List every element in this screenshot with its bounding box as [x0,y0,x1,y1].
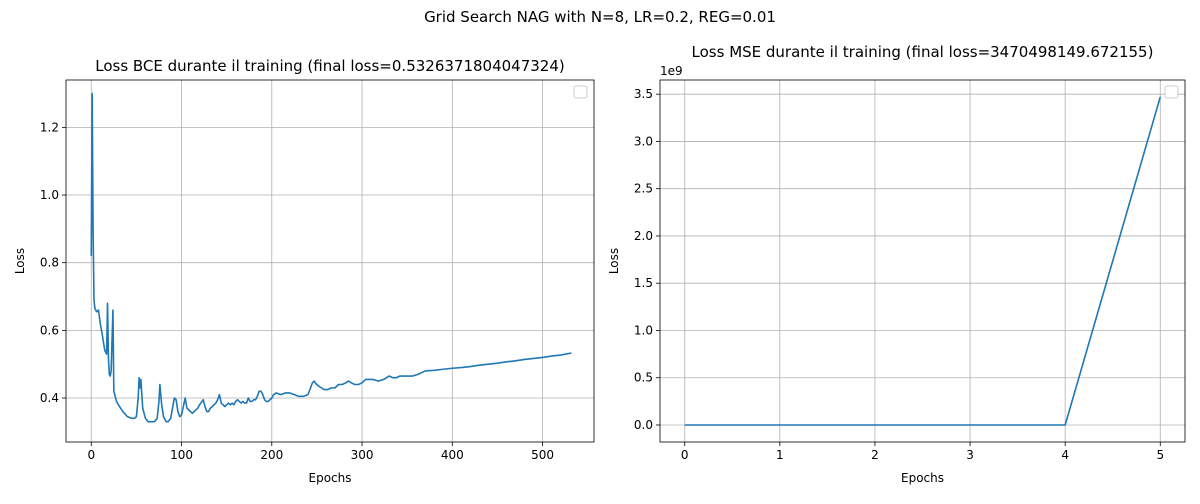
chart2-offset-label: 1e9 [660,64,683,78]
chart2-title: Loss MSE durante il training (final loss… [692,43,1154,61]
chart1-xtick-label: 500 [531,448,554,462]
chart1-ytick-label: 1.0 [40,188,59,202]
chart1-xtick-label: 200 [260,448,283,462]
chart1-xtick-label: 400 [441,448,464,462]
chart1-xlabel: Epochs [309,471,352,485]
chart2-xtick-label: 4 [1061,448,1069,462]
chart2-grid [660,80,1185,442]
chart1-ytick-label: 0.6 [40,323,59,337]
chart1-title: Loss BCE durante il training (final loss… [95,57,565,75]
chart1-xtick-label: 100 [170,448,193,462]
chart1-grid [66,80,594,442]
right-chart: 0 1 2 3 4 5 0.0 0.5 1.0 1.5 2.0 2.5 3.0 3.5 1e9 Loss MS… [607,43,1186,485]
chart2-series-line [684,96,1162,426]
chart1-ytick-label: 1.2 [40,120,59,134]
chart1-ytick-label: 0.4 [40,391,59,405]
chart2-ylabel: Loss [607,248,621,274]
chart1-xtick-label: 300 [351,448,374,462]
chart2-ytick-label: 0.0 [634,418,653,432]
chart1-legend [573,85,588,99]
chart1-ytick-label: 0.8 [40,256,59,270]
chart2-ytick-label: 2.5 [634,182,653,196]
chart2-xtick-label: 1 [776,448,784,462]
chart1-axes-frame [65,79,595,443]
chart1-series-line [90,92,572,423]
chart2-axes-frame [659,79,1186,443]
chart2-ytick-label: 3.0 [634,134,653,148]
chart2-ytick-label: 1.0 [634,323,653,337]
chart1-ylabel: Loss [13,248,27,274]
chart2-xtick-label: 3 [966,448,974,462]
chart2-xlabel: Epochs [901,471,944,485]
chart2-ytick-label: 2.0 [634,229,653,243]
chart2-xtick-label: 2 [871,448,879,462]
chart2-xtick-label: 5 [1156,448,1164,462]
left-chart: 0 100 200 300 400 500 0.4 0.6 0.8 1.0 1.2 Loss BCE … [13,57,595,485]
figure-suptitle: Grid Search NAG with N=8, LR=0.2, REG=0.… [424,8,776,26]
chart2-xtick-label: 0 [681,448,689,462]
chart1-xtick-label: 0 [87,448,95,462]
chart2-ytick-label: 1.5 [634,276,653,290]
chart2-legend [1164,85,1179,99]
chart2-ytick-label: 3.5 [634,87,653,101]
chart2-ytick-label: 0.5 [634,371,653,385]
